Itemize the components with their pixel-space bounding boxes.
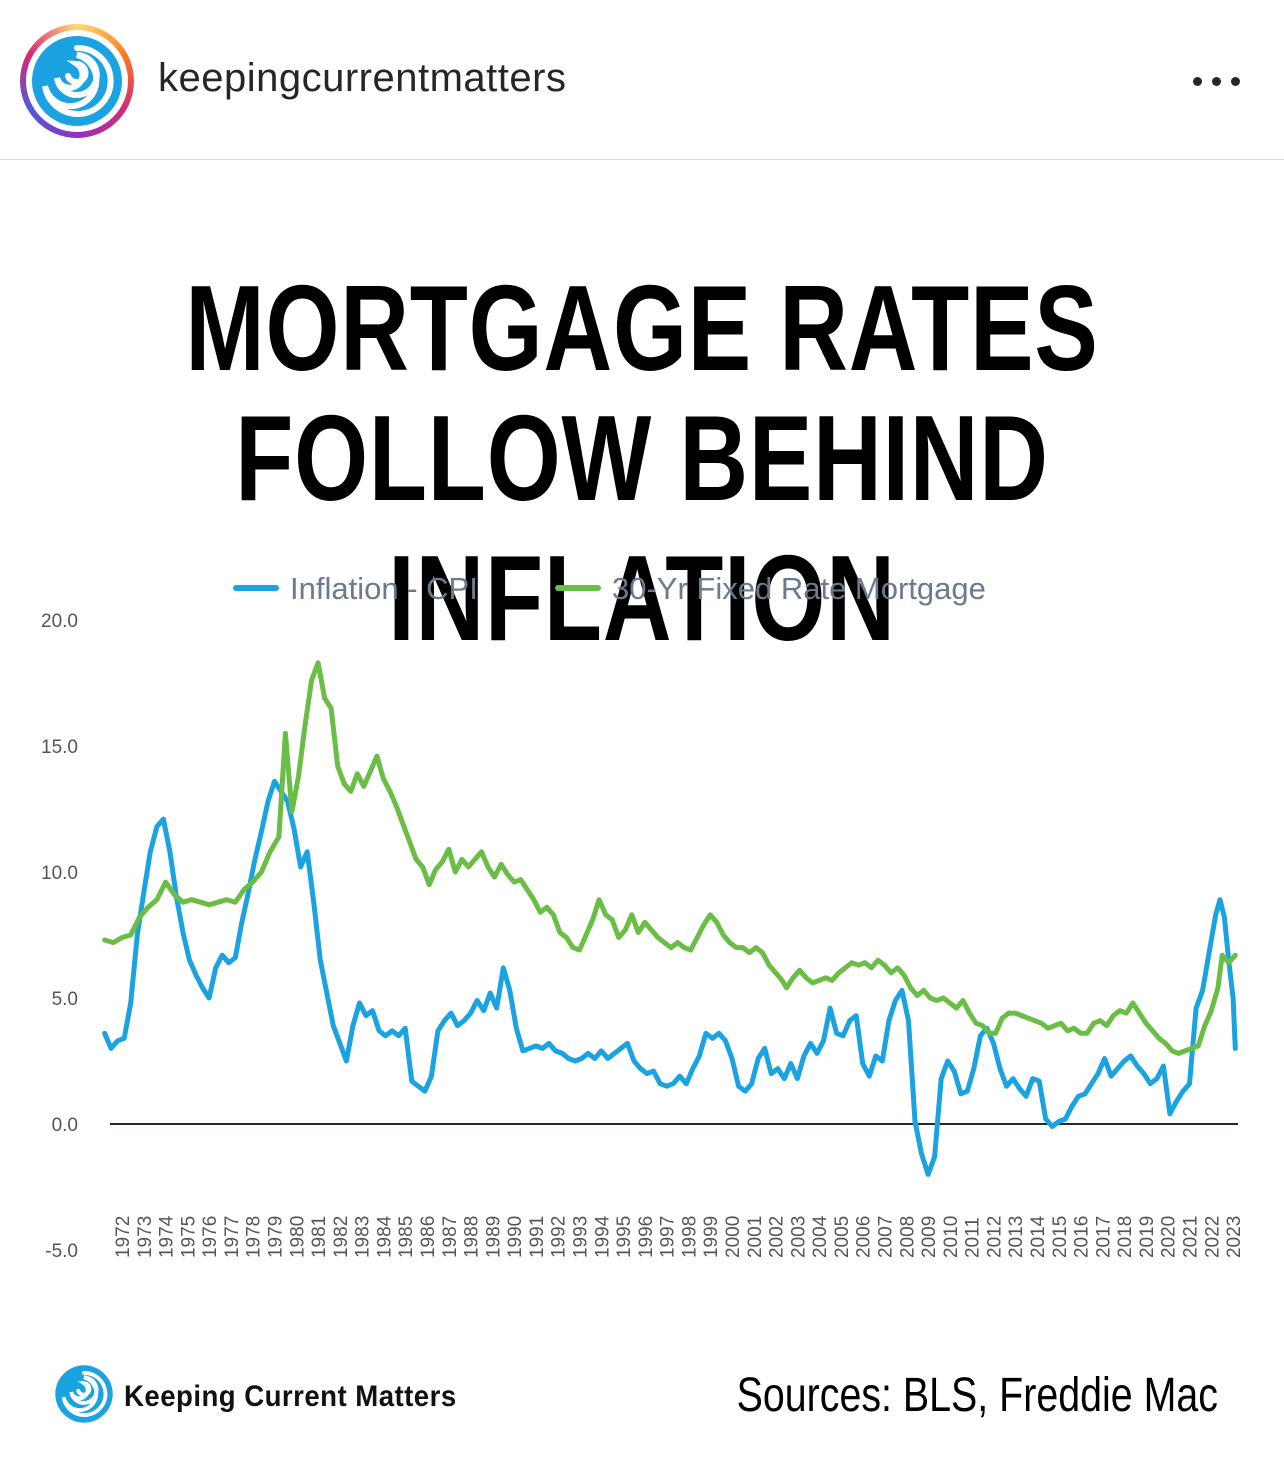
- swirl-logo-icon: [32, 36, 122, 126]
- x-tick-label: 2022: [1202, 1216, 1223, 1258]
- y-tick-label: 10.0: [41, 863, 78, 884]
- x-tick-label: 2008: [897, 1216, 918, 1258]
- x-tick-label: 2016: [1072, 1216, 1093, 1258]
- x-tick-label: 2018: [1115, 1216, 1136, 1258]
- x-tick-label: 2002: [767, 1216, 788, 1258]
- x-tick-label: 1976: [200, 1216, 221, 1258]
- chart-series: [102, 660, 1238, 1177]
- x-tick-label: 1981: [309, 1216, 330, 1258]
- sources-note: Sources: BLS, Freddie Mac: [736, 1369, 1218, 1422]
- x-tick-label: 2017: [1093, 1216, 1114, 1258]
- post-header: keepingcurrentmatters: [0, 0, 1284, 160]
- swirl-logo-icon: [55, 1365, 113, 1423]
- x-tick-label: 2023: [1224, 1216, 1245, 1258]
- x-tick-label: 2003: [788, 1216, 809, 1258]
- x-axis: 1972 1973 1974 1975 1976 1977 1978 1979 1980 1981…: [113, 1215, 1245, 1258]
- y-tick-label: 20.0: [41, 611, 78, 632]
- y-tick-label: -5.0: [45, 1241, 78, 1262]
- x-tick-label: 1974: [157, 1215, 178, 1258]
- x-tick-label: 2009: [919, 1216, 940, 1258]
- x-tick-label: 1987: [440, 1216, 461, 1258]
- x-tick-label: 1978: [244, 1216, 265, 1258]
- more-horizontal-icon: [1192, 76, 1202, 86]
- y-tick-label: 15.0: [41, 737, 78, 758]
- chart-legend: Inflation - CPI 30-Yr Fixed Rate Mortgage: [233, 571, 986, 606]
- x-tick-label: 1980: [287, 1216, 308, 1258]
- avatar[interactable]: [20, 24, 134, 138]
- headline-line-1: MORTGAGE RATES: [185, 260, 1099, 396]
- x-tick-label: 1972: [113, 1216, 134, 1258]
- x-tick-label: 2014: [1028, 1215, 1049, 1258]
- x-tick-label: 2021: [1181, 1216, 1202, 1258]
- x-tick-label: 1986: [418, 1216, 439, 1258]
- line-chart: Inflation - CPI 30-Yr Fixed Rate Mortgage…: [41, 571, 1245, 1262]
- brand-logo: Keeping Current Matters: [54, 1364, 494, 1424]
- x-tick-label: 2012: [984, 1216, 1005, 1258]
- x-tick-label: 1998: [679, 1216, 700, 1258]
- x-tick-label: 2006: [854, 1216, 875, 1258]
- x-tick-label: 1991: [527, 1216, 548, 1258]
- y-tick-label: 5.0: [52, 989, 78, 1010]
- x-tick-label: 2019: [1137, 1216, 1158, 1258]
- series-line-inflation-cpi: [102, 778, 1238, 1177]
- x-tick-label: 1992: [549, 1216, 570, 1258]
- x-tick-label: 2010: [941, 1216, 962, 1258]
- x-tick-label: 2011: [963, 1217, 984, 1258]
- x-tick-label: 1990: [505, 1216, 526, 1258]
- more-options-button[interactable]: [1186, 56, 1246, 106]
- account-name[interactable]: keepingcurrentmatters: [158, 56, 567, 100]
- y-axis: 20.0 15.0 10.0 5.0 0.0 -5.0: [41, 611, 78, 1262]
- x-tick-label: 2005: [832, 1216, 853, 1258]
- x-tick-label: 1977: [222, 1216, 243, 1258]
- x-tick-label: 1982: [331, 1216, 352, 1258]
- x-tick-label: 1973: [135, 1216, 156, 1258]
- legend-label: 30-Yr Fixed Rate Mortgage: [612, 571, 986, 606]
- x-tick-label: 1988: [462, 1216, 483, 1258]
- x-tick-label: 1999: [701, 1216, 722, 1258]
- legend-label: Inflation - CPI: [290, 571, 478, 606]
- x-tick-label: 1979: [266, 1216, 287, 1258]
- x-tick-label: 1994: [592, 1215, 613, 1258]
- y-tick-label: 0.0: [52, 1115, 78, 1136]
- headline-line-2: FOLLOW BEHIND INFLATION: [235, 390, 1049, 666]
- x-tick-label: 2007: [876, 1216, 897, 1258]
- x-tick-label: 1989: [483, 1216, 504, 1258]
- x-tick-label: 1984: [374, 1215, 395, 1258]
- more-horizontal-icon: [1230, 76, 1240, 86]
- brand-name: Keeping Current Matters: [124, 1380, 457, 1413]
- x-tick-label: 2013: [1006, 1216, 1027, 1258]
- x-tick-label: 2020: [1159, 1216, 1180, 1258]
- more-horizontal-icon: [1211, 76, 1221, 86]
- x-tick-label: 2004: [810, 1215, 831, 1258]
- x-tick-label: 1996: [636, 1216, 657, 1258]
- x-tick-label: 1985: [396, 1216, 417, 1258]
- avatar-logo: [26, 30, 128, 132]
- x-tick-label: 1995: [614, 1216, 635, 1258]
- series-line-30yr-mortgage: [102, 660, 1238, 1056]
- x-tick-label: 1993: [571, 1216, 592, 1258]
- x-tick-label: 2000: [723, 1216, 744, 1258]
- x-tick-label: 2015: [1050, 1216, 1071, 1258]
- x-tick-label: 1997: [658, 1216, 679, 1258]
- x-tick-label: 1983: [353, 1216, 374, 1258]
- x-tick-label: 1975: [178, 1216, 199, 1258]
- x-tick-label: 2001: [745, 1216, 766, 1258]
